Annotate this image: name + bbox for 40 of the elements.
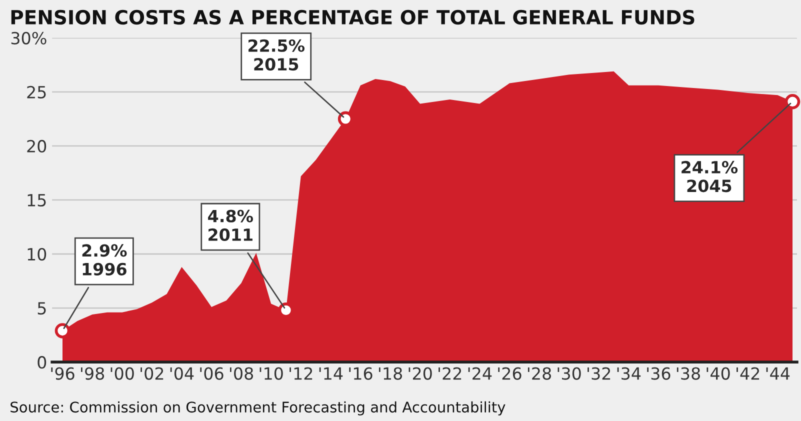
x-tick-label: '36 (647, 367, 670, 380)
x-tick-label: '16 (349, 367, 372, 380)
x-tick-label: '12 (290, 367, 312, 380)
x-tick-label: '42 (736, 367, 760, 380)
x-tick-label: '40 (706, 367, 730, 380)
x-tick-label: '06 (200, 367, 224, 380)
y-tick-label: 10 (28, 248, 46, 261)
chart-title: PENSION COSTS AS A PERCENTAGE OF TOTAL GENERAL FUNDS (11, 10, 694, 25)
x-tick-label: '30 (558, 367, 581, 380)
x-tick-label: '96 (51, 367, 74, 380)
y-tick-label: 5 (38, 302, 46, 315)
x-tick-label: '44 (766, 367, 790, 380)
x-tick-label: '14 (319, 367, 343, 380)
point (784, 94, 800, 110)
x-tick-label: '98 (81, 367, 104, 380)
x-tick-label: '18 (378, 367, 402, 380)
y-tick-label: 30% (11, 32, 46, 44)
y-tick-label: 25 (27, 86, 46, 98)
x-tick-label: '00 (110, 367, 134, 380)
x-tick-label: '34 (617, 367, 641, 380)
x-tick-label: '38 (676, 367, 700, 380)
x-tick-label: '28 (528, 367, 552, 380)
x-tick-label: '10 (260, 367, 283, 380)
x-tick-label: '08 (230, 367, 254, 380)
x-tick-label: '22 (438, 367, 462, 380)
x-tick-label: '24 (468, 367, 492, 380)
y-tick-label: 0 (38, 356, 46, 369)
annotation: 2.9% 1996 (82, 244, 127, 276)
x-tick-label: '02 (140, 367, 164, 380)
y-tick-label: 15 (28, 194, 46, 207)
x-tick-label: '32 (588, 367, 610, 380)
annotation: 22.5% 2015 (248, 39, 305, 71)
source-note: Source: Commission on Government Forecasting and Accountability (10, 401, 506, 416)
point (54, 323, 70, 338)
x-tick-label: '04 (170, 367, 194, 380)
y-tick-label: 20 (27, 140, 46, 153)
annotation: 24.1% 2045 (682, 160, 738, 192)
x-tick-label: '26 (498, 367, 522, 380)
x-tick-label: '20 (408, 367, 432, 380)
annotation: 4.8% 2011 (208, 210, 253, 242)
